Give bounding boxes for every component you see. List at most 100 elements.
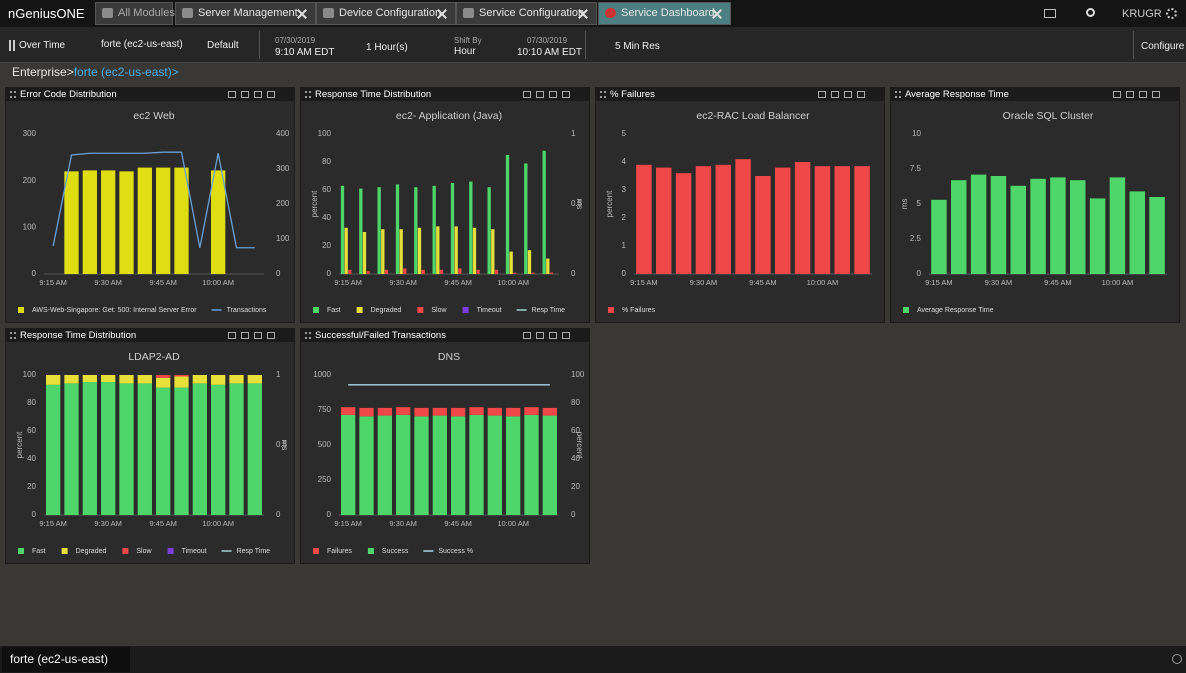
breadcrumb-current[interactable]: forte (ec2-us-east)>: [74, 65, 179, 79]
chart-title: ec2- Application (Java): [396, 110, 502, 122]
add-icon[interactable]: [1172, 654, 1182, 664]
panel-tool[interactable]: [228, 91, 236, 98]
close-tab[interactable]: [297, 9, 307, 19]
legend-label: Fast: [32, 548, 46, 555]
legend-swatch: [62, 548, 68, 554]
view-menu[interactable]: Over Time: [9, 40, 65, 51]
panel-tool[interactable]: [844, 91, 852, 98]
y-tick-label: 80: [322, 157, 331, 166]
drag-handle[interactable]: [305, 332, 311, 339]
bar: [211, 170, 225, 274]
breadcrumb-root[interactable]: Enterprise>: [12, 65, 74, 79]
profile-menu[interactable]: Default: [207, 40, 239, 51]
bar: [174, 168, 188, 274]
tab[interactable]: All Modules: [95, 2, 173, 25]
bar: [64, 171, 78, 274]
panel-tool[interactable]: [831, 91, 839, 98]
user[interactable]: KRUGR: [1122, 8, 1162, 20]
legend-swatch: [417, 307, 423, 313]
panel-tool[interactable]: [254, 332, 262, 339]
close-tab[interactable]: [437, 9, 447, 19]
legend-label: Success %: [438, 548, 473, 555]
x-tick-label: 9:30 AM: [389, 519, 417, 528]
tab[interactable]: Service Configuration: [456, 2, 597, 25]
tab-label: Server Management: [198, 7, 298, 19]
bar: [138, 383, 152, 515]
y-tick-label: 40: [322, 213, 331, 222]
y2-tick-label: 400: [276, 129, 290, 138]
y-tick-label: 0: [917, 269, 922, 278]
panel-tool[interactable]: [254, 91, 262, 98]
panel-tool[interactable]: [857, 91, 865, 98]
panel-tool[interactable]: [818, 91, 826, 98]
bar: [510, 252, 513, 274]
close-tab[interactable]: [712, 9, 722, 19]
close-tab[interactable]: [578, 9, 588, 19]
icon[interactable]: [1044, 9, 1056, 18]
bar: [229, 383, 243, 515]
tab[interactable]: Server Management: [175, 2, 316, 25]
panel-tool[interactable]: [523, 91, 531, 98]
configure[interactable]: Configure: [1141, 41, 1184, 52]
x-tick-label: 9:15 AM: [39, 278, 67, 287]
panel: Successful/Failed TransactionsDNS0250500…: [300, 328, 590, 564]
panel-tool[interactable]: [536, 332, 544, 339]
settings-icon[interactable]: [1166, 8, 1177, 19]
y-tick-label: 100: [23, 222, 37, 231]
panel-tool[interactable]: [1152, 91, 1160, 98]
bottom-tab[interactable]: forte (ec2-us-east): [2, 647, 130, 672]
start-time[interactable]: 9:10 AM EDT: [275, 47, 334, 58]
panel-tool[interactable]: [1139, 91, 1147, 98]
panel-tool[interactable]: [267, 91, 275, 98]
y2-tick-label: 0: [571, 269, 576, 278]
bar: [775, 168, 790, 274]
panel-tool[interactable]: [241, 332, 249, 339]
drag-handle[interactable]: [600, 91, 606, 98]
drag-handle[interactable]: [10, 91, 16, 98]
resolution[interactable]: 5 Min: [615, 41, 639, 52]
x-tick-label: 10:00 AM: [497, 519, 529, 528]
y-tick-label: 5: [622, 129, 627, 138]
tab-label: Service Dashboard: [621, 7, 715, 19]
shift[interactable]: Hour: [454, 46, 476, 57]
end-date: 07/30/2019: [527, 36, 567, 45]
tab[interactable]: Device Configuration: [316, 2, 456, 25]
shift-label: Shift By: [454, 36, 482, 45]
bar: [156, 168, 170, 274]
panel-tool[interactable]: [241, 91, 249, 98]
tab[interactable]: Service Dashboard: [598, 2, 731, 25]
scope-menu[interactable]: forte (ec2-us-east): [101, 39, 183, 50]
panel-tool[interactable]: [562, 332, 570, 339]
bar: [138, 375, 152, 383]
bar: [488, 416, 502, 515]
panel-tool[interactable]: [267, 332, 275, 339]
panel-tool[interactable]: [1113, 91, 1121, 98]
search-icon[interactable]: [1086, 8, 1095, 17]
bar: [414, 416, 428, 515]
chart: ec2- Application (Java)02040608010000.51…: [301, 102, 591, 324]
logo: nGeniusONE: [8, 6, 85, 21]
drag-handle[interactable]: [305, 91, 311, 98]
end-time[interactable]: 10:10 AM EDT: [517, 47, 582, 58]
duration[interactable]: 1 Hour(s): [366, 42, 408, 53]
panel-tool[interactable]: [523, 332, 531, 339]
drag-handle[interactable]: [10, 332, 16, 339]
bar: [455, 226, 458, 274]
bar: [524, 415, 538, 515]
panel-tool[interactable]: [549, 91, 557, 98]
separator: [259, 31, 260, 59]
legend-label: Slow: [136, 548, 152, 555]
bar: [341, 186, 344, 274]
panel-tool[interactable]: [1126, 91, 1134, 98]
panel: Error Code Distributionec2 Web0100200300…: [5, 87, 295, 323]
bar: [716, 165, 731, 274]
x-tick-label: 9:45 AM: [749, 278, 777, 287]
panel-tool[interactable]: [549, 332, 557, 339]
drag-handle[interactable]: [895, 91, 901, 98]
panel-tool[interactable]: [536, 91, 544, 98]
bar: [451, 183, 454, 274]
start-date: 07/30/2019: [275, 36, 315, 45]
panel-tool[interactable]: [228, 332, 236, 339]
panel-tool[interactable]: [562, 91, 570, 98]
